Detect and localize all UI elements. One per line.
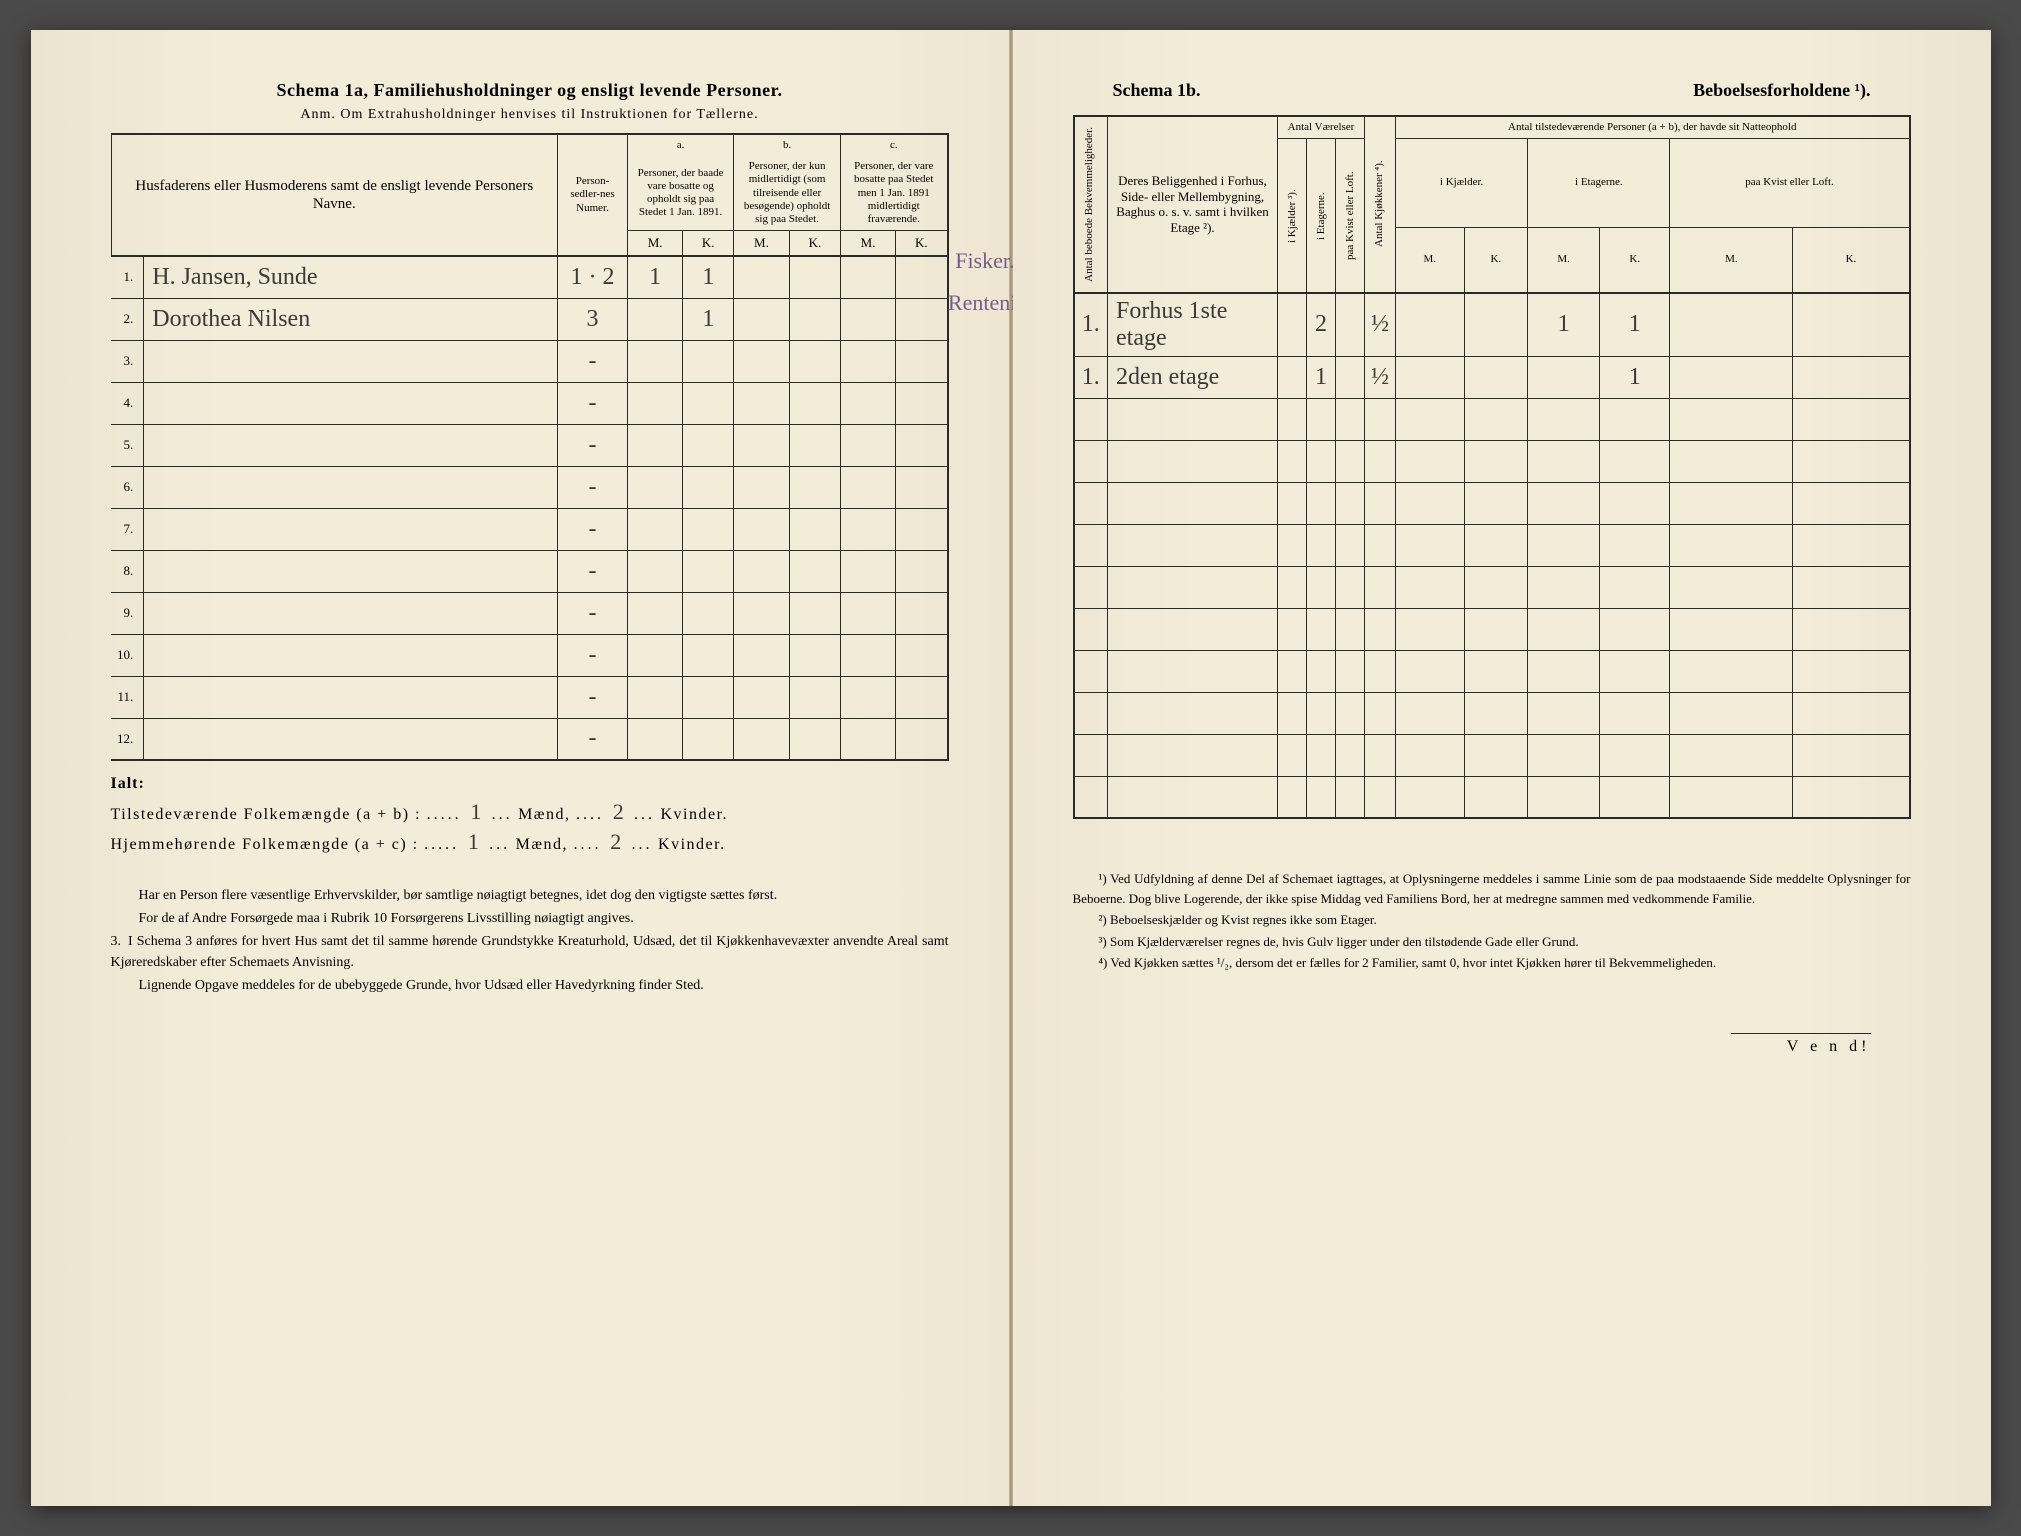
table-row: 11.- [111, 676, 948, 718]
foot3-num: 3. [111, 934, 122, 949]
col-vaerelser: Antal Værelser [1278, 116, 1365, 139]
table-row [1074, 692, 1910, 734]
schema-1b-label: Schema 1b. [1113, 80, 1201, 101]
tot2-k: 2 [602, 829, 632, 855]
table-row: 9.- [111, 592, 948, 634]
col-belig: Deres Beliggenhed i Forhus, Side- eller … [1108, 116, 1278, 293]
col-ikjaelder: i Kjælder. [1396, 139, 1528, 228]
tot2-m: 1 [459, 829, 489, 855]
tot1-m: 1 [462, 799, 492, 825]
fn1: ¹) Ved Udfyldning af denne Del af Schema… [1073, 869, 1911, 908]
col-numer-header: Person-sedler-nes Numer. [558, 134, 628, 256]
col-b-k: K. [789, 231, 840, 257]
table-row [1074, 650, 1910, 692]
left-page: Schema 1a, Familiehusholdninger og ensli… [31, 30, 1009, 1506]
foot3-text: I Schema 3 anføres for hvert Hus samt de… [111, 934, 949, 970]
maend-1: Mænd, [518, 806, 570, 823]
table-row: 1.2den etage1½1 [1074, 356, 1910, 398]
col-a-label: a. [628, 134, 734, 156]
col-kvist-v: paa Kvist eller Loft. [1342, 156, 1358, 276]
table-row: 7.- [111, 508, 948, 550]
table-row: 4.- [111, 382, 948, 424]
mk: K. [1600, 227, 1670, 292]
kvinder-1: Kvinder. [660, 806, 728, 823]
right-page: Schema 1b. Beboelsesforholdene ¹). Antal… [1013, 30, 1991, 1506]
fn4: ⁴) Ved Kjøkken sættes ¹/₂, dersom det er… [1073, 953, 1911, 973]
col-etagerne-v: i Etagerne. [1313, 156, 1329, 276]
col-c-m: M. [841, 231, 896, 257]
mk: M. [1670, 227, 1793, 292]
margin-note-1: Fisker. [955, 248, 1014, 274]
table-row [1074, 776, 1910, 818]
col-kjokkener: Antal Kjøkkener ⁴). [1371, 144, 1387, 264]
fn2: ²) Beboelseskjælder og Kvist regnes ikke… [1073, 910, 1911, 930]
table-row [1074, 524, 1910, 566]
schema-1b-title: Beboelsesforholdene ¹). [1693, 80, 1870, 101]
tot2-label: Hjemmehørende Folkemængde (a + c) : [111, 836, 419, 853]
totals-line-1: Tilstedeværende Folkemængde (a + b) : ..… [111, 799, 949, 825]
mk: K. [1793, 227, 1910, 292]
col-b-text: Personer, der kun midlertidigt (som tilr… [734, 156, 841, 230]
table-row: 2.Dorothea Nilsen31 [111, 298, 948, 340]
vend-text: V e n d! [1787, 1038, 1871, 1055]
table-row [1074, 440, 1910, 482]
kvinder-2: Kvinder. [658, 836, 726, 853]
foot1: Har en Person flere væsentlige Erhvervsk… [111, 885, 949, 906]
table-row [1074, 398, 1910, 440]
schema-1b-table: Antal beboede Bekvemmeligheder. Deres Be… [1073, 115, 1911, 819]
table-row: 5.- [111, 424, 948, 466]
table-row: 12.- [111, 718, 948, 760]
col-c-k: K. [896, 231, 948, 257]
ialt-label: Ialt: [111, 775, 949, 793]
col-kjaelder: i Kjælder ³). [1284, 156, 1300, 276]
schema-1a-title: Schema 1a, Familiehusholdninger og ensli… [111, 80, 949, 101]
table-row: 8.- [111, 550, 948, 592]
table-row [1074, 482, 1910, 524]
table-row: 1.Forhus 1ste etage2½11 [1074, 293, 1910, 357]
tot1-k: 2 [604, 799, 634, 825]
table-row [1074, 608, 1910, 650]
foot4: Lignende Opgave meddeles for de ubebygge… [111, 975, 949, 996]
left-footnotes: Har en Person flere væsentlige Erhvervsk… [111, 885, 949, 996]
document-spread: Schema 1a, Familiehusholdninger og ensli… [31, 30, 1991, 1506]
col-name-header: Husfaderens eller Husmoderens samt de en… [111, 134, 558, 256]
schema-1a-table: Husfaderens eller Husmoderens samt de en… [111, 133, 949, 761]
col-bekvem: Antal beboede Bekvemmeligheder. [1081, 121, 1097, 288]
col-a-m: M. [628, 231, 683, 257]
col-b-m: M. [734, 231, 790, 257]
totals-block: Ialt: Tilstedeværende Folkemængde (a + b… [111, 775, 949, 855]
table-row: 3.- [111, 340, 948, 382]
table-row: 1.H. Jansen, Sunde1 · 211 [111, 256, 948, 298]
table-row [1074, 734, 1910, 776]
anm-note: Anm. Om Extrahusholdninger henvises til … [111, 107, 949, 123]
col-c-text: Personer, der vare bosatte paa Stedet me… [841, 156, 948, 230]
vend-block: V e n d! [1073, 1033, 1911, 1056]
col-a-k: K. [683, 231, 734, 257]
col-paakvist: paa Kvist eller Loft. [1670, 139, 1910, 228]
maend-2: Mænd, [516, 836, 568, 853]
table-row [1074, 566, 1910, 608]
table-row: 6.- [111, 466, 948, 508]
mk: M. [1396, 227, 1465, 292]
fn3: ³) Som Kjælderværelser regnes de, hvis G… [1073, 932, 1911, 952]
mk: K. [1464, 227, 1528, 292]
table-row: 10.- [111, 634, 948, 676]
col-b-label: b. [734, 134, 841, 156]
foot3: 3.I Schema 3 anføres for hvert Hus samt … [111, 931, 949, 973]
tot1-label: Tilstedeværende Folkemængde (a + b) : [111, 806, 422, 823]
foot2: For de af Andre Forsørgede maa i Rubrik … [111, 908, 949, 929]
col-a-text: Personer, der baade vare bosatte og opho… [628, 156, 734, 230]
col-personer: Antal tilstedeværende Personer (a + b), … [1396, 116, 1910, 139]
right-footnotes: ¹) Ved Udfyldning af denne Del af Schema… [1073, 869, 1911, 973]
totals-line-2: Hjemmehørende Folkemængde (a + c) : ....… [111, 829, 949, 855]
schema-1b-head: Schema 1b. Beboelsesforholdene ¹). [1073, 80, 1911, 101]
mk: M. [1528, 227, 1600, 292]
col-ietagerne: i Etagerne. [1528, 139, 1670, 228]
col-c-label: c. [841, 134, 948, 156]
